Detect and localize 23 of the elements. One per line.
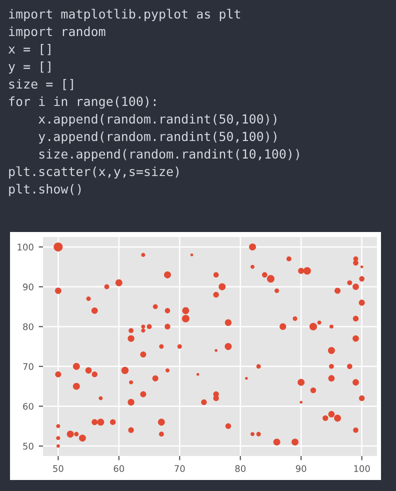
y-tick-label: 90 — [23, 284, 34, 290]
y-tick-label: 60 — [23, 402, 34, 410]
y-tick-label: 50 — [23, 442, 34, 450]
text: plt.scatter(x,y,s=size) — [9, 166, 178, 179]
text: size.append(random.randint(10,100)) — [39, 148, 299, 162]
x-tick-label: 80 — [235, 465, 246, 472]
text: import random — [9, 26, 106, 39]
y-tick-label: 80 — [23, 323, 34, 330]
text: import matplotlib.pyplot as plt — [9, 8, 240, 22]
x-tick-label: 90 — [296, 465, 306, 472]
x-tick-label: 50 — [53, 465, 64, 472]
x-tick-label: 60 — [114, 465, 124, 472]
y-tick-label: 70 — [23, 363, 34, 370]
text: x = [] — [8, 44, 50, 56]
x-tick-label: 100 — [354, 465, 370, 472]
text: size = [] — [9, 78, 73, 90]
text: plt.show() — [9, 184, 81, 196]
text: x.append(random.randint(50,100)) — [38, 114, 276, 126]
text: for i in range(100): — [9, 96, 156, 109]
text: y.append(random.randint(50,100)) — [38, 131, 276, 144]
text: y = [] — [8, 61, 50, 74]
y-tick-label: 100 — [18, 244, 34, 251]
x-tick-label: 70 — [174, 465, 185, 472]
